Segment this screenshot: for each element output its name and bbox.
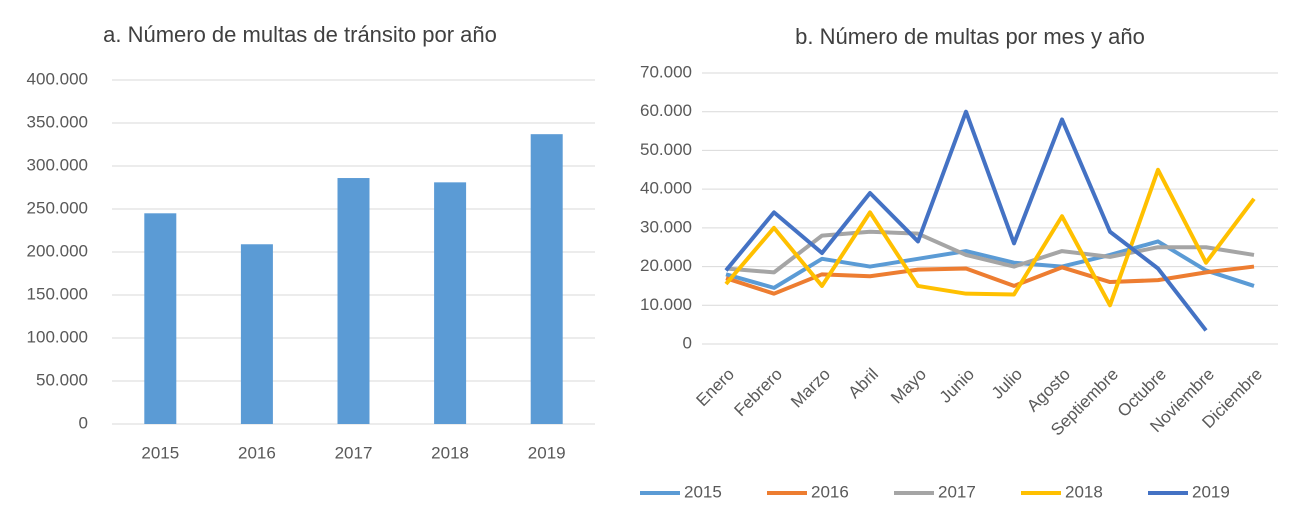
y-tick-label: 0	[79, 413, 88, 432]
x-tick-label: 2019	[528, 443, 566, 462]
bar	[337, 178, 370, 424]
x-tick-label: 2015	[141, 443, 179, 462]
y-tick-label: 30.000	[640, 217, 692, 236]
x-tick-label: Junio	[936, 365, 978, 407]
line-series	[724, 109, 1208, 332]
bar	[434, 182, 467, 424]
y-tick-label: 10.000	[640, 295, 692, 314]
y-tick-label: 400.000	[27, 69, 88, 88]
legend-label: 2018	[1065, 482, 1103, 501]
line-series	[725, 229, 1255, 275]
legend-label: 2019	[1192, 482, 1230, 501]
x-tick-label: 2017	[335, 443, 373, 462]
y-tick-label: 60.000	[640, 101, 692, 120]
x-tick-label: Enero	[692, 365, 738, 411]
y-tick-label: 50.000	[640, 140, 692, 159]
x-tick-label: Abril	[845, 365, 882, 402]
legend-label: 2017	[938, 482, 976, 501]
chart-title: b. Número de multas por mes y año	[795, 24, 1145, 49]
legend-label: 2016	[811, 482, 849, 501]
y-tick-label: 300.000	[27, 155, 88, 174]
bar	[240, 244, 273, 424]
bar	[144, 213, 177, 424]
x-tick-label: 2018	[431, 443, 469, 462]
x-tick-label: Mayo	[887, 365, 930, 408]
y-tick-label: 350.000	[27, 112, 88, 131]
x-tick-label: Febrero	[730, 365, 786, 421]
y-tick-label: 70.000	[640, 62, 692, 81]
x-tick-label: Julio	[988, 365, 1026, 403]
y-tick-label: 40.000	[640, 179, 692, 198]
legend-label: 2015	[684, 482, 722, 501]
x-tick-label: Marzo	[787, 365, 834, 412]
y-tick-label: 150.000	[27, 284, 88, 303]
y-tick-label: 200.000	[27, 241, 88, 260]
line-series	[724, 167, 1256, 308]
bar	[530, 134, 563, 424]
x-tick-label: 2016	[238, 443, 276, 462]
y-tick-label: 50.000	[36, 370, 88, 389]
y-tick-label: 20.000	[640, 256, 692, 275]
y-tick-label: 250.000	[27, 198, 88, 217]
chart-title: a. Número de multas de tránsito por año	[103, 22, 497, 47]
y-tick-label: 100.000	[27, 327, 88, 346]
y-tick-label: 0	[683, 333, 692, 352]
